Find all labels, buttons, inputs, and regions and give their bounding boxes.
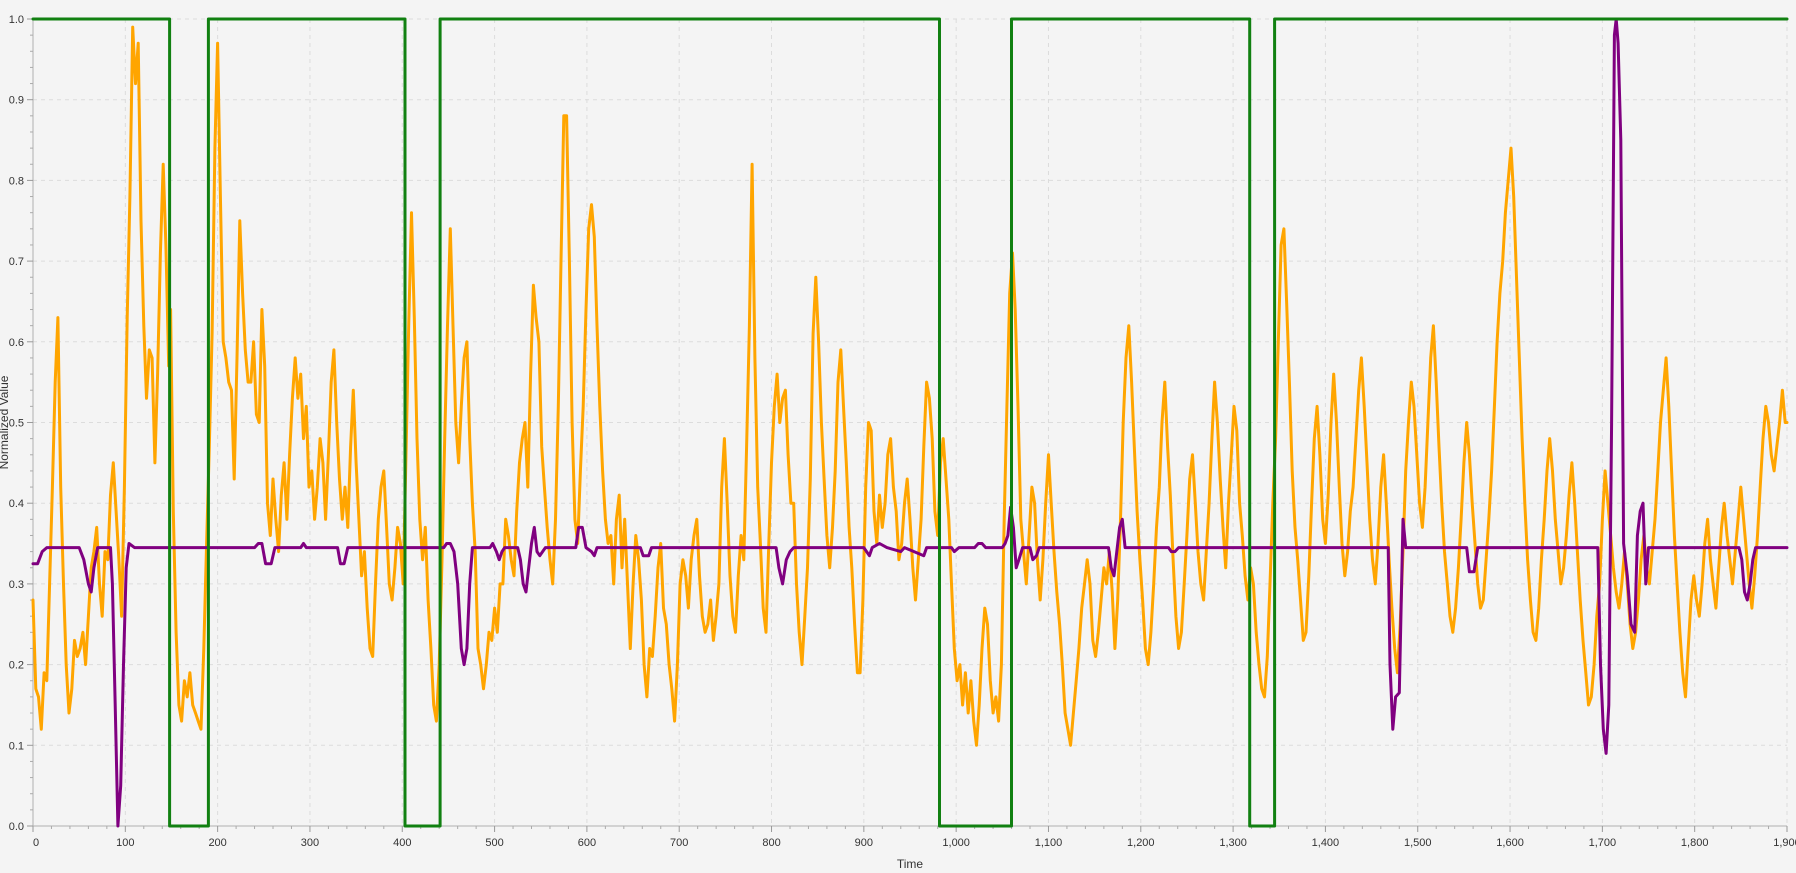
series-line-1	[31, 25, 1789, 747]
x-tick-label: 1,900	[1773, 837, 1796, 849]
y-tick-label: 0.4	[9, 498, 24, 510]
x-tick-label: 1,100	[1035, 837, 1063, 849]
y-tick-label: 0.0	[9, 821, 24, 833]
x-tick-label: 700	[670, 837, 688, 849]
x-tick-label: 400	[393, 837, 411, 849]
x-tick-label: 1,200	[1127, 837, 1155, 849]
data-series	[31, 17, 1789, 828]
x-tick-label: 600	[578, 837, 596, 849]
y-tick-label: 0.7	[9, 256, 24, 268]
series-line-2	[31, 17, 1789, 828]
y-tick-label: 0.3	[9, 579, 24, 591]
x-tick-label: 1,800	[1681, 837, 1709, 849]
x-tick-label: 900	[855, 837, 873, 849]
x-tick-label: 100	[116, 837, 134, 849]
x-tick-label: 1,600	[1496, 837, 1524, 849]
x-tick-label: 1,500	[1404, 837, 1432, 849]
x-tick-label: 200	[208, 837, 226, 849]
x-tick-label: 1,700	[1589, 837, 1617, 849]
x-axis-title: Time	[897, 857, 924, 871]
y-tick-label: 0.2	[9, 660, 24, 672]
x-tick-label: 1,400	[1312, 837, 1340, 849]
x-tick-label: 800	[762, 837, 780, 849]
y-tick-label: 0.9	[9, 95, 24, 107]
y-axis-title: Normalized Value	[0, 375, 11, 469]
y-tick-label: 0.8	[9, 175, 24, 187]
y-tick-label: 0.5	[9, 418, 24, 430]
x-tick-label: 0	[33, 837, 39, 849]
y-tick-label: 0.1	[9, 740, 24, 752]
y-tick-label: 0.6	[9, 337, 24, 349]
x-tick-label: 1,300	[1219, 837, 1247, 849]
y-tick-label: 1.0	[9, 14, 24, 26]
tick-labels: 0 100 200 300 400 500 600 700 800 900 1,000 1,100 1,…	[9, 14, 1796, 849]
x-tick-label: 500	[485, 837, 503, 849]
x-tick-label: 1,000	[942, 837, 970, 849]
x-tick-label: 300	[301, 837, 319, 849]
series-line-3	[31, 17, 1789, 828]
axes	[27, 18, 1788, 832]
